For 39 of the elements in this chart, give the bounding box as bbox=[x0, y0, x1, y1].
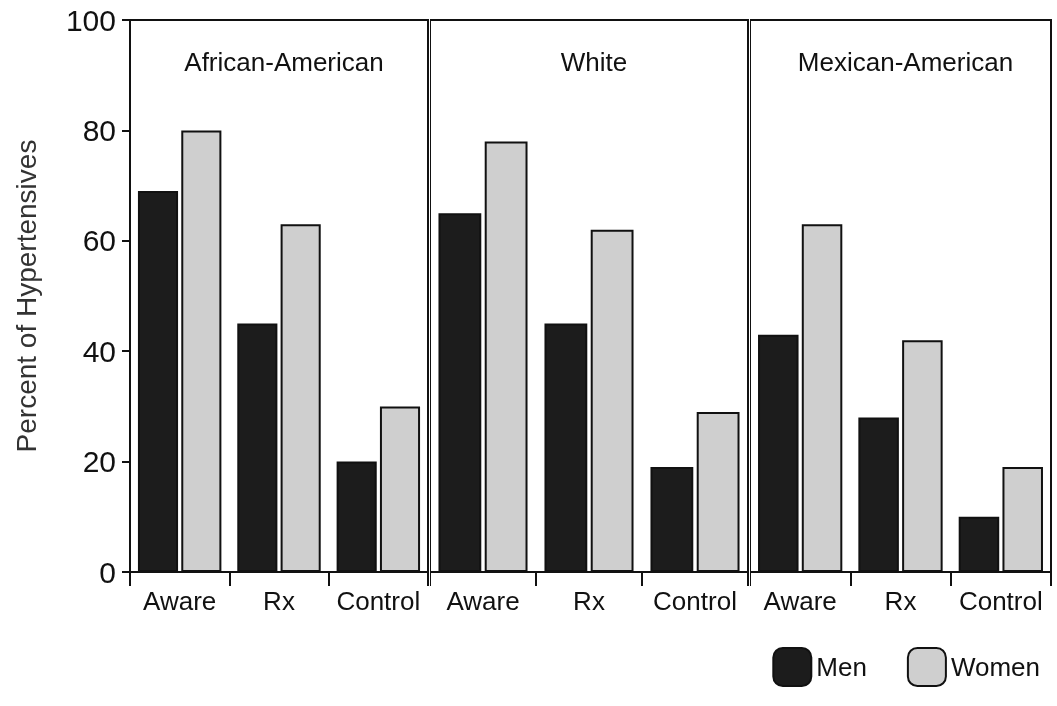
x-tick-label: Control bbox=[336, 586, 421, 616]
x-tick-label: Control bbox=[653, 586, 737, 616]
bar bbox=[237, 323, 278, 572]
bar bbox=[379, 406, 421, 572]
x-tick-label: Aware bbox=[446, 586, 520, 616]
y-tick-label: 20 bbox=[82, 445, 116, 479]
x-tick-label: Control bbox=[958, 586, 1043, 616]
bar bbox=[650, 467, 694, 572]
y-tick-label: 80 bbox=[82, 113, 116, 147]
x-tick-label: Aware bbox=[763, 586, 837, 616]
x-tick-label: Rx bbox=[884, 586, 917, 616]
x-tick-label: Rx bbox=[573, 586, 605, 616]
text: African-American bbox=[184, 47, 384, 77]
bar bbox=[544, 323, 588, 572]
text: Mexican-American bbox=[797, 47, 1014, 77]
bar bbox=[484, 141, 528, 572]
y-tick-label: 100 bbox=[65, 3, 116, 37]
x-tick-label: Aware bbox=[143, 586, 217, 616]
bar bbox=[758, 334, 799, 572]
bar bbox=[902, 340, 943, 572]
bar bbox=[801, 224, 843, 572]
bar bbox=[438, 213, 482, 572]
y-axis-title: Percent of Hypertensives bbox=[10, 139, 42, 453]
legend-label: Women bbox=[950, 652, 1040, 682]
text: White bbox=[560, 47, 628, 77]
legend-label: Men bbox=[816, 652, 867, 682]
bar bbox=[858, 417, 899, 572]
bar bbox=[958, 516, 1000, 572]
bar bbox=[181, 130, 222, 572]
y-tick-label: 40 bbox=[82, 334, 116, 368]
bar bbox=[696, 411, 740, 572]
bar bbox=[280, 224, 321, 572]
bar bbox=[137, 191, 179, 572]
x-tick-label: Rx bbox=[263, 586, 295, 616]
bar bbox=[1002, 467, 1043, 572]
bar bbox=[590, 229, 634, 572]
bar bbox=[336, 461, 377, 572]
y-tick-label: 0 bbox=[99, 555, 116, 589]
y-tick-label: 60 bbox=[82, 224, 116, 258]
